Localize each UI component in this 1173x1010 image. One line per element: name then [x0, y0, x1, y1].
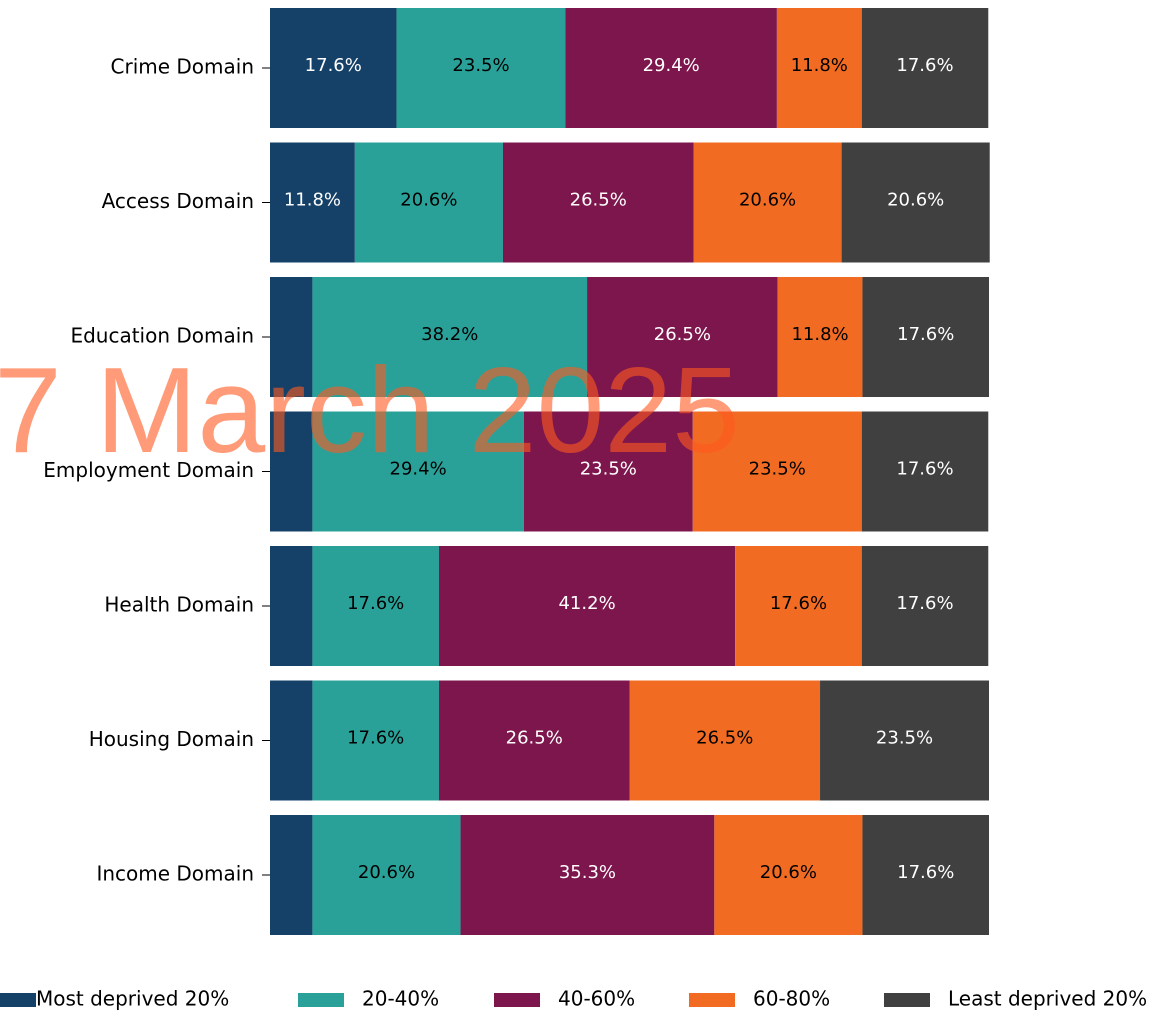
bar-segment	[735, 546, 862, 666]
bar-segment	[270, 277, 313, 397]
bar-segment	[841, 142, 990, 263]
bar-segment	[820, 680, 989, 801]
bar-segment	[270, 546, 313, 666]
legend-swatch	[298, 993, 344, 1007]
value-label: 17.6%	[770, 593, 827, 614]
value-label: 35.3%	[559, 862, 616, 883]
value-label: 17.6%	[897, 862, 954, 883]
bar-segment	[862, 815, 989, 935]
bar-segment	[312, 277, 588, 397]
bar-segment	[692, 411, 862, 532]
legend: Most deprived 20% 20-40% 40-60% 60-80% Least…	[0, 987, 1147, 1010]
bar-segment	[502, 142, 694, 263]
legend-label: 60-80%	[753, 987, 830, 1010]
value-label: 23.5%	[876, 728, 933, 749]
bar-segment	[312, 815, 461, 935]
value-label: 20.6%	[887, 190, 944, 211]
bar-segment	[861, 8, 989, 128]
value-label: 26.5%	[654, 324, 711, 345]
y-tick-label: Income Domain	[96, 862, 254, 886]
value-label: 11.8%	[791, 324, 848, 345]
bar-segment	[270, 815, 313, 935]
y-tick-label: Access Domain	[102, 189, 254, 213]
bar-segment	[861, 546, 989, 666]
bar-segment	[714, 815, 863, 935]
bar-segment	[587, 277, 778, 397]
bar-segment	[312, 546, 439, 666]
bar-segment	[776, 8, 862, 128]
value-label: 17.6%	[897, 324, 954, 345]
bar-segment	[312, 411, 524, 532]
bar-segment	[354, 142, 503, 263]
legend-label: 40-60%	[558, 987, 635, 1010]
value-label: 17.6%	[305, 55, 362, 76]
value-label: 38.2%	[421, 324, 478, 345]
y-tick-label: Employment Domain	[43, 458, 254, 482]
bar-segment	[523, 411, 693, 532]
value-label: 29.4%	[390, 459, 447, 480]
value-label: 20.6%	[400, 190, 457, 211]
bar-segment	[460, 815, 715, 935]
legend-swatch	[689, 993, 735, 1007]
y-tick-label: Crime Domain	[111, 55, 255, 79]
value-label: 29.4%	[643, 55, 700, 76]
value-label: 26.5%	[506, 728, 563, 749]
value-label: 26.5%	[570, 190, 627, 211]
plot-area: Crime Domain 17.6% 23.5% 29.4% 11.8% 17.6% Acc…	[43, 8, 990, 935]
legend-swatch	[494, 993, 540, 1007]
bar-segment	[693, 142, 842, 263]
bar-segment	[861, 411, 989, 532]
bar-segment	[270, 142, 355, 263]
bar-segment	[270, 680, 313, 801]
legend-label: Most deprived 20%	[36, 987, 229, 1010]
bar-segment	[270, 411, 313, 532]
legend-swatch	[0, 993, 36, 1007]
value-label: 23.5%	[749, 459, 806, 480]
bar-segment	[270, 8, 397, 128]
legend-label: Least deprived 20%	[948, 987, 1147, 1010]
value-label: 20.6%	[739, 190, 796, 211]
value-label: 17.6%	[896, 55, 953, 76]
bar-segment	[438, 546, 736, 666]
legend-swatch	[884, 993, 930, 1007]
value-label: 23.5%	[580, 459, 637, 480]
bar-segment	[438, 680, 630, 801]
value-label: 17.6%	[896, 593, 953, 614]
value-label: 23.5%	[452, 55, 509, 76]
value-label: 20.6%	[760, 862, 817, 883]
value-label: 41.2%	[558, 593, 615, 614]
legend-label: 20-40%	[362, 987, 439, 1010]
value-label: 20.6%	[358, 862, 415, 883]
value-label: 11.8%	[284, 190, 341, 211]
value-label: 26.5%	[696, 728, 753, 749]
value-label: 11.8%	[791, 55, 848, 76]
bar-segment	[312, 680, 439, 801]
y-tick-label: Health Domain	[104, 593, 254, 617]
bar-segment	[862, 277, 989, 397]
bar-segment	[396, 8, 566, 128]
watermark: 7 March 2025	[0, 342, 740, 478]
y-tick-label: Housing Domain	[89, 727, 254, 751]
value-label: 17.6%	[896, 459, 953, 480]
bar-segment	[629, 680, 821, 801]
value-label: 17.6%	[347, 728, 404, 749]
bar-segment	[777, 277, 863, 397]
y-tick-label: Education Domain	[70, 324, 254, 348]
value-label: 17.6%	[347, 593, 404, 614]
bar-segment	[565, 8, 777, 128]
